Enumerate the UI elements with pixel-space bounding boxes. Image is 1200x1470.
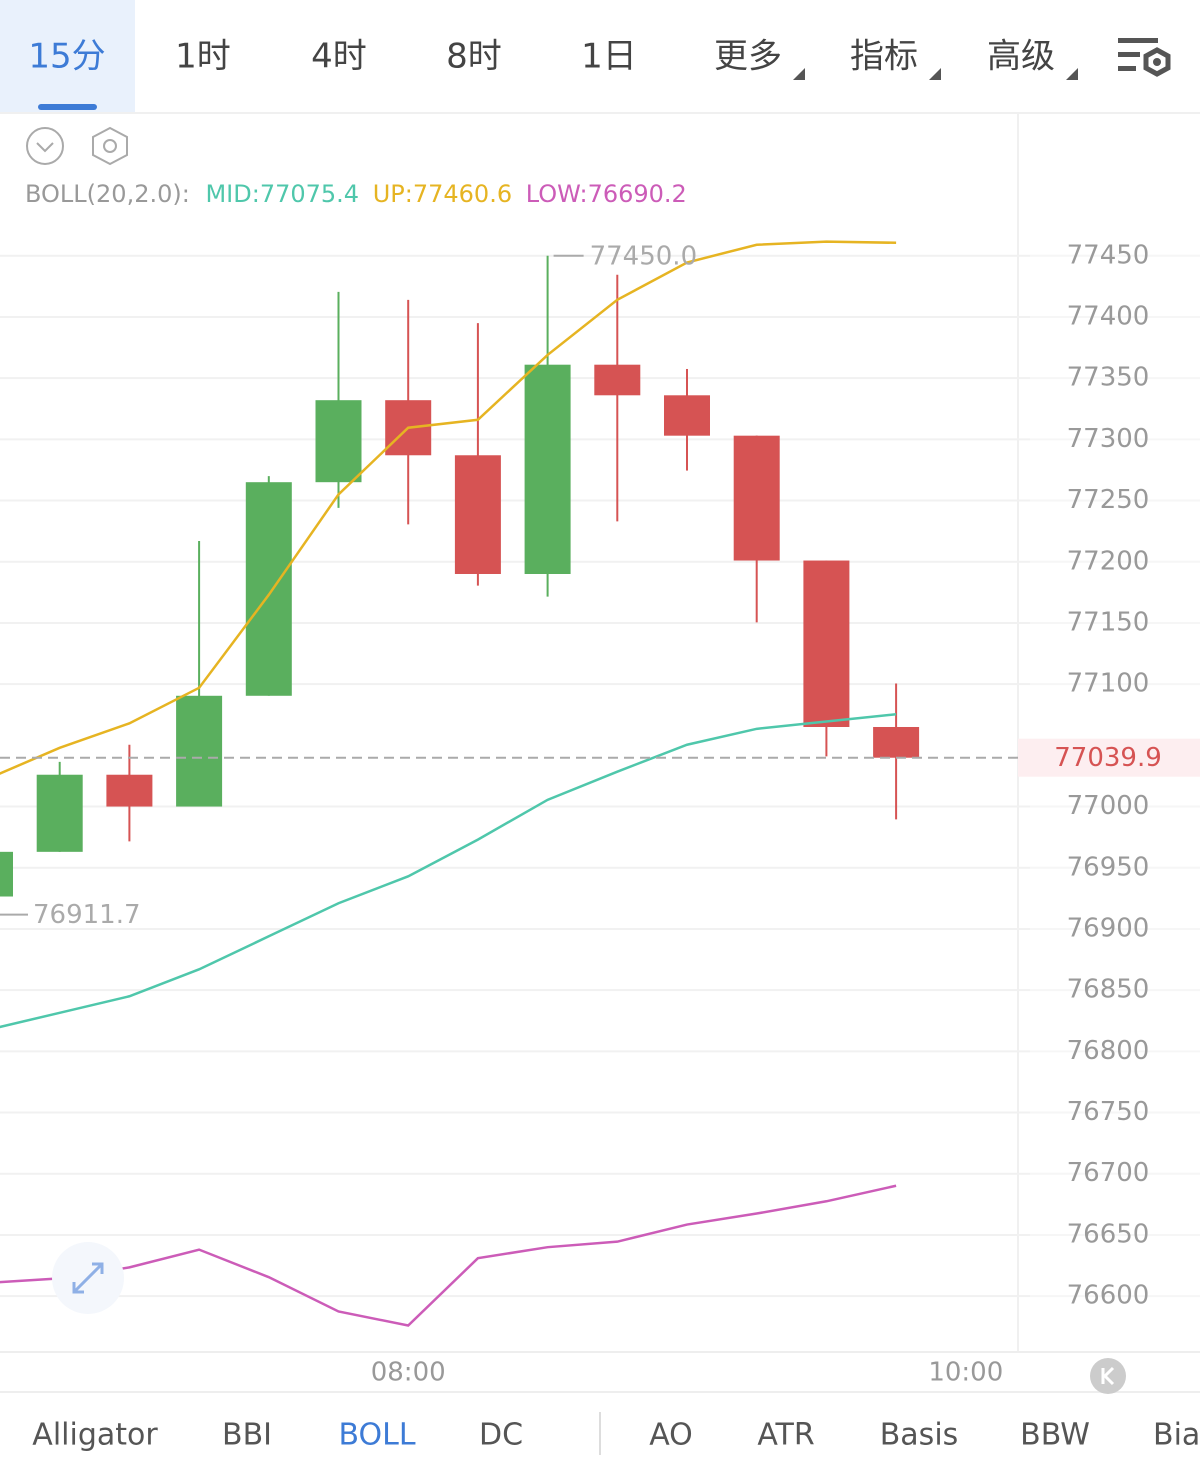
legend-name: UP:	[373, 180, 413, 208]
current-price-label: 77039.9	[1054, 743, 1162, 773]
indicator-tab-bar: Alligator BBI BOLL DC AO ATR Basis BBW Bias	[32, 1418, 1200, 1453]
timeframe-tab[interactable]: 4时	[311, 37, 367, 77]
y-tick-label: 77100	[1067, 669, 1150, 699]
boll-line	[0, 1184, 897, 1327]
y-tick-label: 76600	[1067, 1281, 1150, 1311]
active-tab-bg	[0, 0, 135, 112]
indicator-legend: BOLL(20,2.0): MID:77075.4 UP:77460.6 LOW…	[25, 180, 687, 208]
active-tab-underline	[38, 104, 97, 110]
icon-bar	[1118, 38, 1158, 43]
indicator-tab[interactable]: BBW	[1020, 1418, 1090, 1453]
candle-body	[873, 726, 920, 758]
indicator-tab[interactable]: Alligator	[32, 1418, 158, 1453]
indicator-name: BOLL(20,2.0):	[25, 180, 190, 208]
legend-name: MID:	[205, 180, 259, 208]
y-tick-label: 77000	[1067, 791, 1150, 821]
y-tick-label: 76700	[1067, 1158, 1150, 1188]
candle-body	[106, 774, 153, 807]
candle-body	[664, 395, 710, 436]
timeframe-tab[interactable]: 更多	[714, 37, 782, 77]
y-tick-label: 76650	[1067, 1219, 1150, 1249]
dropdown-arrow	[793, 68, 805, 80]
timeframe-tab[interactable]: 指标	[850, 37, 918, 77]
min-label: 76911.7	[33, 900, 141, 930]
icon-bar	[1118, 52, 1140, 57]
dropdown-arrow	[929, 68, 941, 80]
candle-body	[0, 851, 13, 897]
candle-body	[524, 364, 571, 574]
y-tick-label: 76900	[1067, 913, 1150, 943]
y-tick-label: 77350	[1067, 363, 1150, 393]
plot: 77450 77400 77350 77300 77250 77200 77150 77100…	[0, 240, 1200, 1388]
settings-icon[interactable]	[1118, 38, 1171, 77]
indicator-tab[interactable]: Basis	[880, 1418, 959, 1453]
indicator-tab[interactable]: ATR	[757, 1418, 814, 1453]
max-label: 77450.0	[590, 241, 698, 271]
indicator-tab[interactable]: BOLL	[338, 1418, 415, 1453]
y-tick-label: 77300	[1067, 424, 1150, 454]
icon-hex	[1143, 47, 1171, 77]
settings-dot	[103, 139, 117, 153]
legend-name: LOW:	[526, 180, 588, 208]
chevron	[36, 142, 54, 153]
y-tick-label: 76750	[1067, 1097, 1150, 1127]
candle-body	[36, 774, 83, 852]
indicator-tab[interactable]: Bias	[1153, 1418, 1200, 1453]
y-tick-label: 76850	[1067, 975, 1150, 1005]
dropdown-arrow	[1066, 68, 1078, 80]
collapse-icon[interactable]	[26, 127, 64, 165]
fullscreen-icon	[72, 1262, 104, 1294]
candle-body	[454, 455, 501, 574]
y-tick-label: 77200	[1067, 546, 1150, 576]
y-tick-label: 77450	[1067, 240, 1150, 270]
candle-body	[245, 482, 292, 696]
y-tick-label: 76800	[1067, 1036, 1150, 1066]
boll-line	[0, 713, 897, 1029]
y-tick-label: 77400	[1067, 301, 1150, 331]
x-tick-label: 08:00	[371, 1358, 446, 1388]
back-button[interactable]	[1090, 1358, 1126, 1394]
indicator-tab[interactable]: DC	[479, 1418, 523, 1453]
tab-bar: 15分 1时 4时 8时 1日 更多 指标 高级	[28, 37, 1078, 80]
y-tick-label: 76950	[1067, 852, 1150, 882]
timeframe-tab[interactable]: 8时	[446, 37, 502, 77]
indicator-tab[interactable]: AO	[649, 1418, 693, 1453]
icon-dot	[1153, 58, 1161, 66]
candle-body	[594, 364, 641, 396]
icon-bar	[1118, 66, 1136, 71]
timeframe-tab[interactable]: 15分	[28, 37, 105, 77]
settings-hex[interactable]	[92, 126, 128, 166]
timeframe-tab[interactable]: 1时	[175, 37, 231, 77]
candle-body	[176, 695, 223, 807]
legend-value: 76690.2	[588, 180, 687, 208]
legend-value: 77460.6	[413, 180, 512, 208]
candle-body	[315, 400, 362, 483]
candle-body	[733, 435, 780, 561]
y-tick-label: 77250	[1067, 485, 1150, 515]
timeframe-tab[interactable]: 1日	[581, 37, 637, 77]
current-price-tag	[1018, 738, 1200, 777]
x-tick-label: 10:00	[928, 1358, 1003, 1388]
legend-value: 77075.4	[260, 180, 359, 208]
y-tick-label: 77150	[1067, 607, 1150, 637]
candle-body	[803, 560, 850, 727]
timeframe-tab[interactable]: 高级	[987, 37, 1055, 77]
indicator-tab[interactable]: BBI	[222, 1418, 272, 1453]
back-icon	[1101, 1366, 1115, 1386]
boll-line	[0, 240, 897, 775]
